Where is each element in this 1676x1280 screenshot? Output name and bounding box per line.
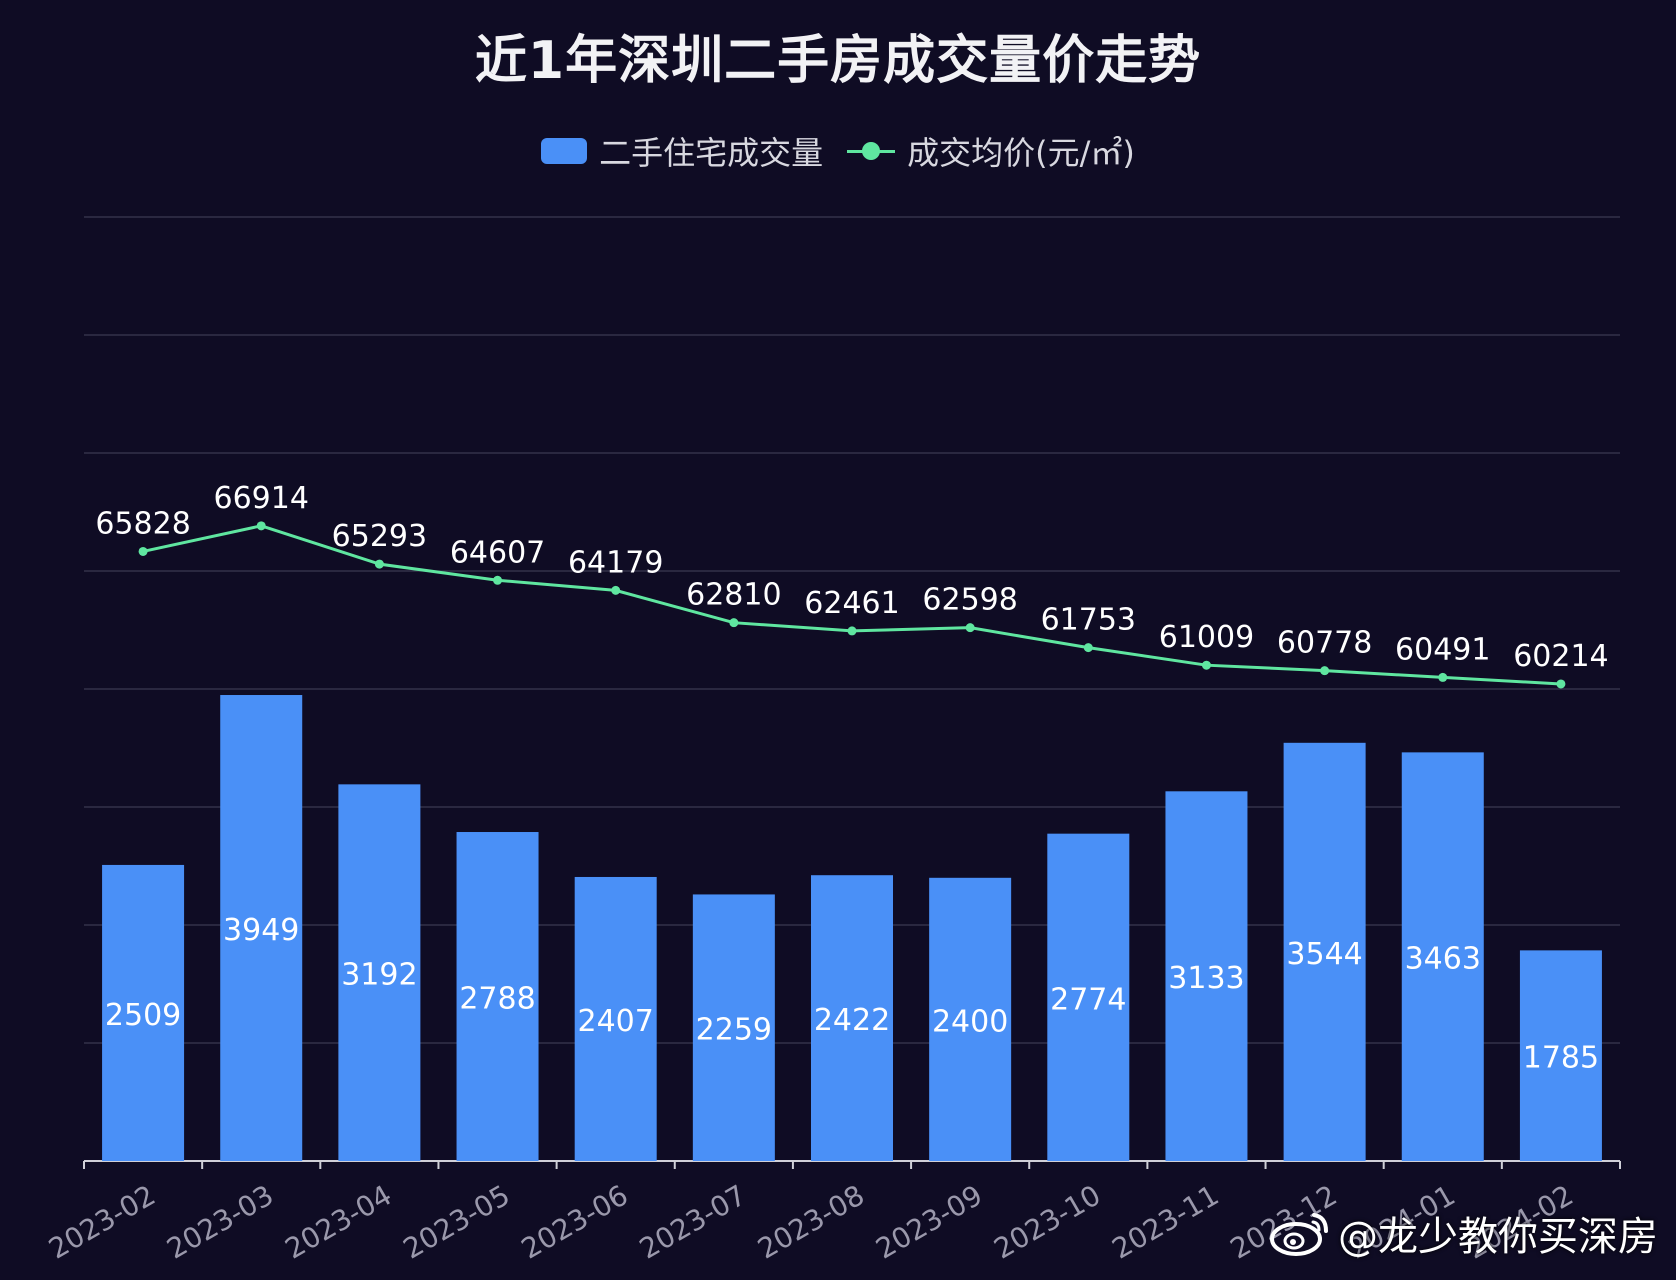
watermark: @龙少教你买深房 bbox=[1268, 1204, 1658, 1262]
bar-data-label: 2407 bbox=[578, 1004, 654, 1039]
bar bbox=[811, 875, 893, 1161]
bar-data-label: 3192 bbox=[341, 958, 417, 993]
bar-data-label: 2422 bbox=[814, 1003, 890, 1038]
price-point bbox=[847, 626, 857, 636]
bar bbox=[102, 864, 185, 1161]
bar bbox=[1047, 833, 1130, 1161]
weibo-icon bbox=[1270, 1213, 1328, 1256]
price-point bbox=[611, 585, 621, 595]
bar bbox=[929, 877, 1012, 1161]
bar bbox=[1165, 791, 1248, 1161]
bar bbox=[456, 832, 539, 1161]
bar-data-label: 3463 bbox=[1405, 942, 1481, 977]
legend-bar-swatch-icon bbox=[541, 138, 588, 164]
x-tick-label: 2023-07 bbox=[634, 1178, 752, 1265]
price-point bbox=[965, 623, 975, 633]
legend-line-swatch-icon bbox=[847, 138, 896, 164]
price-data-label: 64607 bbox=[450, 535, 545, 570]
bar-data-label: 2509 bbox=[105, 998, 181, 1033]
x-tick-label: 2023-10 bbox=[988, 1178, 1106, 1265]
bar bbox=[574, 876, 657, 1161]
legend-item-price[interactable]: 成交均价(元/㎡) bbox=[847, 128, 1135, 174]
price-data-label: 62810 bbox=[686, 578, 781, 613]
x-tick-label: 2023-05 bbox=[398, 1178, 516, 1265]
legend-label-price: 成交均价(元/㎡) bbox=[907, 134, 1135, 172]
price-point bbox=[1201, 660, 1211, 670]
bar-data-label: 3133 bbox=[1168, 961, 1244, 996]
price-data-label: 60491 bbox=[1395, 632, 1490, 667]
x-tick-label: 2023-03 bbox=[161, 1178, 279, 1265]
price-data-label: 66914 bbox=[214, 481, 309, 516]
x-tick-label: 2023-02 bbox=[43, 1178, 161, 1265]
x-tick-label: 2023-11 bbox=[1107, 1178, 1225, 1265]
watermark-text: @龙少教你买深房 bbox=[1338, 1214, 1658, 1260]
x-tick-label: 2023-04 bbox=[279, 1178, 397, 1265]
price-data-label: 65828 bbox=[95, 506, 190, 541]
bar bbox=[1283, 742, 1366, 1161]
price-data-label: 60214 bbox=[1513, 639, 1608, 674]
bar-data-label: 3949 bbox=[223, 913, 299, 948]
price-data-label: 62461 bbox=[804, 586, 899, 621]
price-point bbox=[1556, 679, 1566, 689]
bar bbox=[1401, 752, 1484, 1161]
bar-data-label: 2259 bbox=[696, 1013, 772, 1048]
chart-title: 近1年深圳二手房成交量价走势 bbox=[474, 31, 1202, 91]
bar-data-label: 1785 bbox=[1523, 1041, 1599, 1076]
bar bbox=[1519, 950, 1602, 1161]
price-data-label: 61753 bbox=[1041, 603, 1136, 638]
bar bbox=[220, 695, 303, 1161]
bar bbox=[338, 784, 421, 1161]
bar-data-label: 2400 bbox=[932, 1004, 1008, 1039]
x-tick-label: 2023-06 bbox=[516, 1178, 634, 1265]
x-tick-label: 2023-08 bbox=[752, 1178, 870, 1265]
legend-label-volume: 二手住宅成交量 bbox=[599, 134, 824, 172]
x-tick-label: 2023-09 bbox=[870, 1178, 988, 1265]
price-point bbox=[1320, 666, 1330, 676]
price-point bbox=[374, 559, 384, 569]
price-point bbox=[493, 575, 503, 585]
price-data-label: 65293 bbox=[332, 519, 427, 554]
price-data-label: 64179 bbox=[568, 545, 663, 580]
price-point bbox=[256, 521, 266, 531]
bar-data-label: 3544 bbox=[1286, 937, 1362, 972]
bar bbox=[692, 894, 775, 1161]
price-point bbox=[1083, 643, 1093, 653]
bar-data-label: 2774 bbox=[1050, 982, 1126, 1017]
price-data-label: 61009 bbox=[1159, 620, 1254, 655]
legend-item-volume[interactable]: 二手住宅成交量 bbox=[541, 128, 823, 174]
price-data-label: 62598 bbox=[922, 583, 1017, 618]
price-point bbox=[138, 546, 148, 556]
legend: 二手住宅成交量 成交均价(元/㎡) bbox=[0, 128, 1676, 174]
price-data-label: 60778 bbox=[1277, 626, 1372, 661]
price-point bbox=[729, 618, 739, 628]
bar-data-label: 2788 bbox=[459, 982, 535, 1017]
price-point bbox=[1438, 672, 1448, 682]
